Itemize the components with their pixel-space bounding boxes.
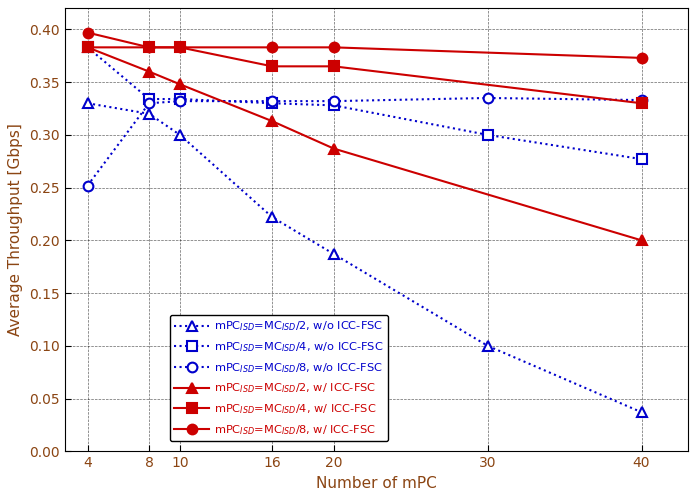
mPC$_{ISD}$=MC$_{ISD}$/2, w/o ICC-FSC [145, 111, 153, 117]
Legend: mPC$_{ISD}$=MC$_{ISD}$/2, w/o ICC-FSC, mPC$_{ISD}$=MC$_{ISD}$/4, w/o ICC-FSC, mP: mPC$_{ISD}$=MC$_{ISD}$/2, w/o ICC-FSC, m… [170, 315, 388, 441]
mPC$_{ISD}$=MC$_{ISD}$/4, w/o ICC-FSC [638, 156, 646, 162]
mPC$_{ISD}$=MC$_{ISD}$/2, w/o ICC-FSC [638, 409, 646, 415]
mPC$_{ISD}$=MC$_{ISD}$/4, w/o ICC-FSC [145, 96, 153, 102]
mPC$_{ISD}$=MC$_{ISD}$/2, w/o ICC-FSC [268, 214, 276, 220]
X-axis label: Number of mPC: Number of mPC [316, 476, 436, 491]
mPC$_{ISD}$=MC$_{ISD}$/2, w/o ICC-FSC [330, 251, 338, 257]
mPC$_{ISD}$=MC$_{ISD}$/4, w/ ICC-FSC [175, 44, 184, 50]
Line: mPC$_{ISD}$=MC$_{ISD}$/2, w/o ICC-FSC: mPC$_{ISD}$=MC$_{ISD}$/2, w/o ICC-FSC [83, 98, 647, 417]
mPC$_{ISD}$=MC$_{ISD}$/8, w/ ICC-FSC [268, 44, 276, 50]
mPC$_{ISD}$=MC$_{ISD}$/8, w/ ICC-FSC [330, 44, 338, 50]
mPC$_{ISD}$=MC$_{ISD}$/2, w/ ICC-FSC [268, 118, 276, 124]
mPC$_{ISD}$=MC$_{ISD}$/4, w/o ICC-FSC [484, 132, 492, 138]
Line: mPC$_{ISD}$=MC$_{ISD}$/8, w/ ICC-FSC: mPC$_{ISD}$=MC$_{ISD}$/8, w/ ICC-FSC [83, 28, 647, 63]
mPC$_{ISD}$=MC$_{ISD}$/2, w/o ICC-FSC [175, 132, 184, 138]
mPC$_{ISD}$=MC$_{ISD}$/4, w/ ICC-FSC [84, 44, 92, 50]
mPC$_{ISD}$=MC$_{ISD}$/4, w/ ICC-FSC [638, 100, 646, 106]
mPC$_{ISD}$=MC$_{ISD}$/2, w/ ICC-FSC [638, 238, 646, 244]
mPC$_{ISD}$=MC$_{ISD}$/4, w/ ICC-FSC [268, 63, 276, 69]
mPC$_{ISD}$=MC$_{ISD}$/2, w/ ICC-FSC [145, 69, 153, 75]
mPC$_{ISD}$=MC$_{ISD}$/8, w/o ICC-FSC [84, 183, 92, 189]
mPC$_{ISD}$=MC$_{ISD}$/4, w/ ICC-FSC [330, 63, 338, 69]
mPC$_{ISD}$=MC$_{ISD}$/4, w/o ICC-FSC [268, 100, 276, 106]
Y-axis label: Average Throughput [Gbps]: Average Throughput [Gbps] [8, 123, 24, 336]
mPC$_{ISD}$=MC$_{ISD}$/4, w/o ICC-FSC [175, 96, 184, 102]
mPC$_{ISD}$=MC$_{ISD}$/8, w/o ICC-FSC [268, 98, 276, 104]
mPC$_{ISD}$=MC$_{ISD}$/2, w/ ICC-FSC [84, 44, 92, 50]
mPC$_{ISD}$=MC$_{ISD}$/8, w/o ICC-FSC [145, 100, 153, 106]
mPC$_{ISD}$=MC$_{ISD}$/8, w/ ICC-FSC [175, 44, 184, 50]
Line: mPC$_{ISD}$=MC$_{ISD}$/4, w/o ICC-FSC: mPC$_{ISD}$=MC$_{ISD}$/4, w/o ICC-FSC [83, 42, 647, 164]
Line: mPC$_{ISD}$=MC$_{ISD}$/2, w/ ICC-FSC: mPC$_{ISD}$=MC$_{ISD}$/2, w/ ICC-FSC [83, 42, 647, 245]
mPC$_{ISD}$=MC$_{ISD}$/8, w/o ICC-FSC [484, 95, 492, 101]
mPC$_{ISD}$=MC$_{ISD}$/4, w/ ICC-FSC [145, 44, 153, 50]
Line: mPC$_{ISD}$=MC$_{ISD}$/4, w/ ICC-FSC: mPC$_{ISD}$=MC$_{ISD}$/4, w/ ICC-FSC [83, 42, 647, 108]
mPC$_{ISD}$=MC$_{ISD}$/8, w/o ICC-FSC [330, 98, 338, 104]
mPC$_{ISD}$=MC$_{ISD}$/8, w/o ICC-FSC [638, 97, 646, 103]
mPC$_{ISD}$=MC$_{ISD}$/2, w/ ICC-FSC [330, 146, 338, 152]
mPC$_{ISD}$=MC$_{ISD}$/8, w/ ICC-FSC [84, 29, 92, 35]
mPC$_{ISD}$=MC$_{ISD}$/4, w/o ICC-FSC [330, 102, 338, 108]
mPC$_{ISD}$=MC$_{ISD}$/8, w/ ICC-FSC [638, 55, 646, 61]
mPC$_{ISD}$=MC$_{ISD}$/2, w/ ICC-FSC [175, 81, 184, 87]
Line: mPC$_{ISD}$=MC$_{ISD}$/8, w/o ICC-FSC: mPC$_{ISD}$=MC$_{ISD}$/8, w/o ICC-FSC [83, 93, 647, 190]
mPC$_{ISD}$=MC$_{ISD}$/2, w/o ICC-FSC [84, 100, 92, 106]
mPC$_{ISD}$=MC$_{ISD}$/2, w/o ICC-FSC [484, 343, 492, 349]
mPC$_{ISD}$=MC$_{ISD}$/8, w/o ICC-FSC [175, 98, 184, 104]
mPC$_{ISD}$=MC$_{ISD}$/8, w/ ICC-FSC [145, 44, 153, 50]
mPC$_{ISD}$=MC$_{ISD}$/4, w/o ICC-FSC [84, 44, 92, 50]
